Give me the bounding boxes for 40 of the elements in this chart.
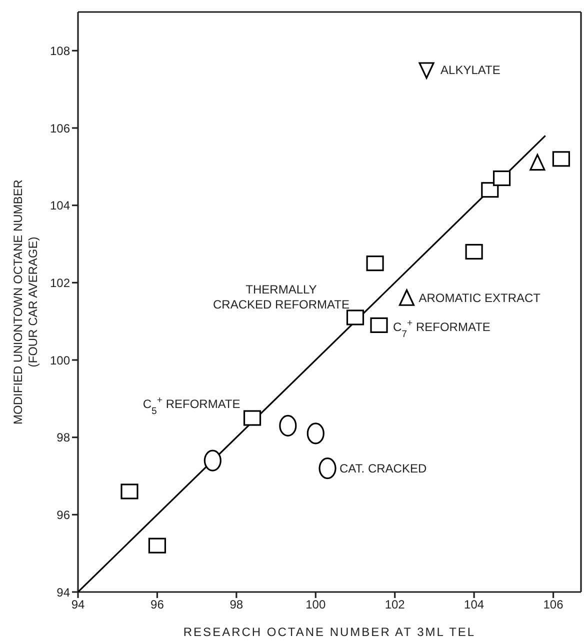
y-tick-label: 94	[56, 585, 70, 600]
y-tick-label: 108	[50, 44, 70, 58]
x-tick-label: 98	[230, 598, 244, 612]
point	[398, 289, 415, 306]
point	[481, 182, 499, 198]
x-tick-label: 94	[71, 598, 85, 612]
point	[306, 422, 324, 444]
point	[418, 62, 434, 79]
y-axis-title: MODIFIED UNIONTOWN OCTANE NUMBER (FOUR CAR AVERAGE)	[11, 179, 40, 424]
y-tick-label: 102	[50, 276, 70, 290]
annotation: C$_{5}$$^{+}$ REFORMATE	[142, 394, 240, 416]
annotation: THERMALLY CRACKED REFORMATE	[213, 282, 350, 312]
point	[552, 151, 570, 167]
x-tick-label: 96	[150, 598, 164, 612]
y-tick-label: 96	[56, 508, 70, 522]
annotation: CAT. CRACKED	[340, 461, 427, 476]
y-tick-label: 98	[56, 430, 70, 445]
y-tick-label: 104	[50, 198, 70, 213]
point	[370, 317, 388, 333]
y-tick-label: 106	[50, 121, 70, 136]
x-tick-label: 100	[306, 598, 326, 612]
annotation: C$_{7}$$^{+}$ REFORMATE	[393, 318, 490, 340]
point	[148, 538, 166, 554]
point	[318, 457, 336, 480]
point	[120, 484, 138, 500]
point	[204, 450, 222, 472]
point	[465, 244, 483, 260]
point	[346, 310, 364, 326]
x-tick-label: 102	[384, 598, 406, 612]
annotation: ALKYLATE	[440, 63, 500, 77]
point	[243, 410, 262, 426]
point	[530, 154, 546, 171]
x-tick-label: 104	[464, 598, 484, 612]
point	[492, 170, 511, 186]
annotation: AROMATIC EXTRACT	[418, 291, 542, 306]
point	[279, 414, 297, 437]
y-tick-label: 100	[50, 353, 70, 368]
x-tick-label: 106	[543, 598, 564, 612]
point	[366, 256, 384, 272]
x-axis-title: RESEARCH OCTANE NUMBER AT 3ML TEL	[183, 625, 476, 639]
